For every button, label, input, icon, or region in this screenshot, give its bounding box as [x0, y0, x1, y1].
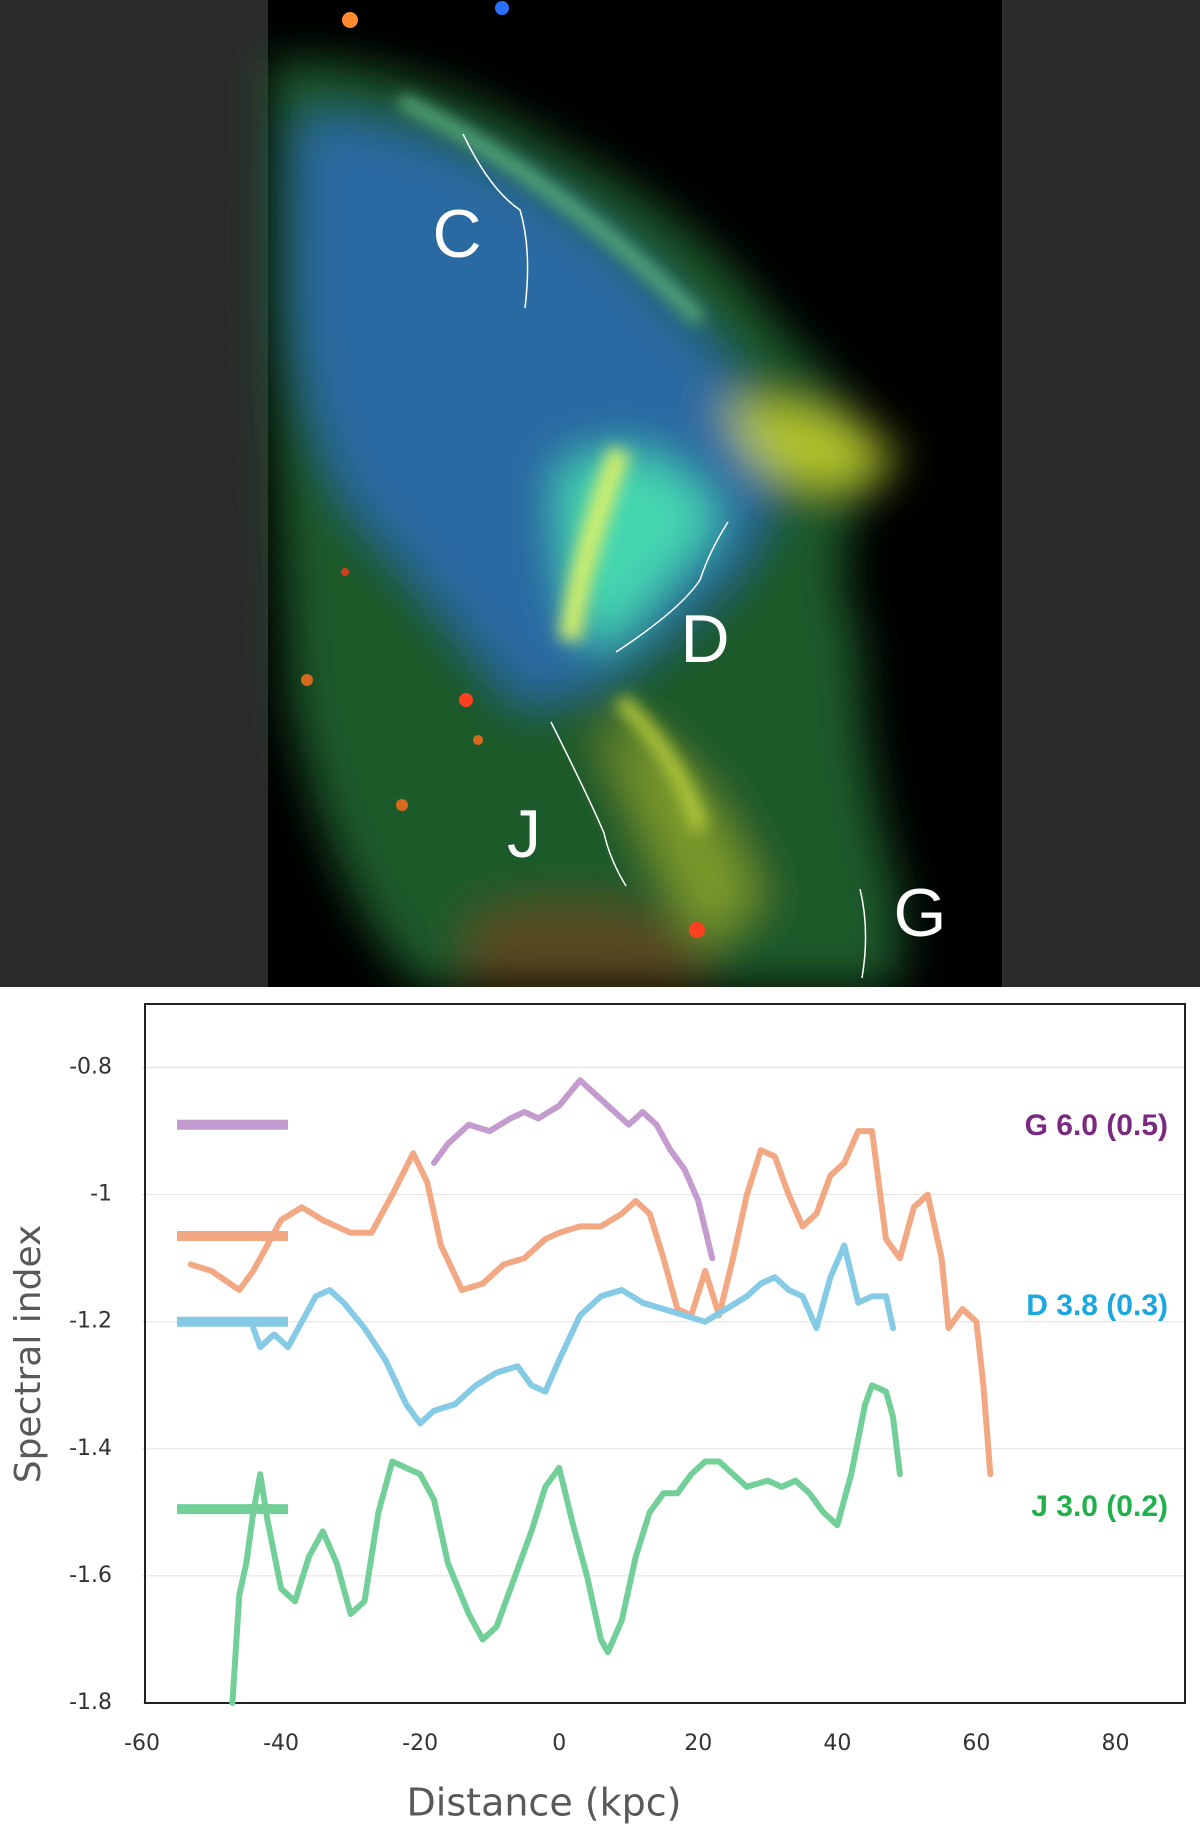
y-axis-label: Spectral index [8, 1225, 49, 1484]
legend-label: D 3.8 (0.3) [1026, 1289, 1168, 1322]
x-tick-label: -40 [263, 1731, 299, 1756]
plot-frame [144, 1003, 1186, 1704]
x-tick-label: 60 [962, 1731, 990, 1756]
y-tick-label: -1.2 [69, 1309, 112, 1334]
y-tick-label: -0.8 [69, 1055, 112, 1080]
series-line [187, 1128, 994, 1478]
x-tick-label: 0 [552, 1731, 566, 1756]
x-tick-label: 20 [684, 1731, 712, 1756]
chart: Spectral index Distance (kpc) -1.8 -1.6 -1… [8, 1003, 1186, 1825]
emission [268, 60, 900, 987]
x-tick-label: 80 [1101, 1731, 1129, 1756]
legend-label: J 3.0 (0.2) [1031, 1490, 1168, 1523]
sky-image: C D J G [0, 0, 1200, 987]
legend-label: G 6.0 (0.5) [1025, 1109, 1168, 1142]
x-tick-label: 40 [823, 1731, 851, 1756]
y-tick-label: -1 [90, 1182, 112, 1207]
series-line [431, 1077, 716, 1262]
y-tick-label: -1.6 [69, 1563, 112, 1588]
region-label: J [507, 796, 541, 872]
filaments [396, 93, 708, 833]
region-label: D [680, 601, 729, 677]
x-tick-label: -20 [402, 1731, 438, 1756]
series-line [229, 1382, 903, 1706]
point-sources [301, 1, 705, 938]
profile-paths [462, 133, 867, 979]
y-tick-label: -1.8 [69, 1690, 112, 1715]
x-tick-label: -60 [124, 1731, 160, 1756]
region-label: C [432, 196, 481, 272]
series-line [250, 1242, 896, 1427]
y-tick-label: -1.4 [69, 1436, 112, 1461]
region-label: G [894, 875, 947, 951]
x-axis-label: Distance (kpc) [407, 1781, 682, 1825]
